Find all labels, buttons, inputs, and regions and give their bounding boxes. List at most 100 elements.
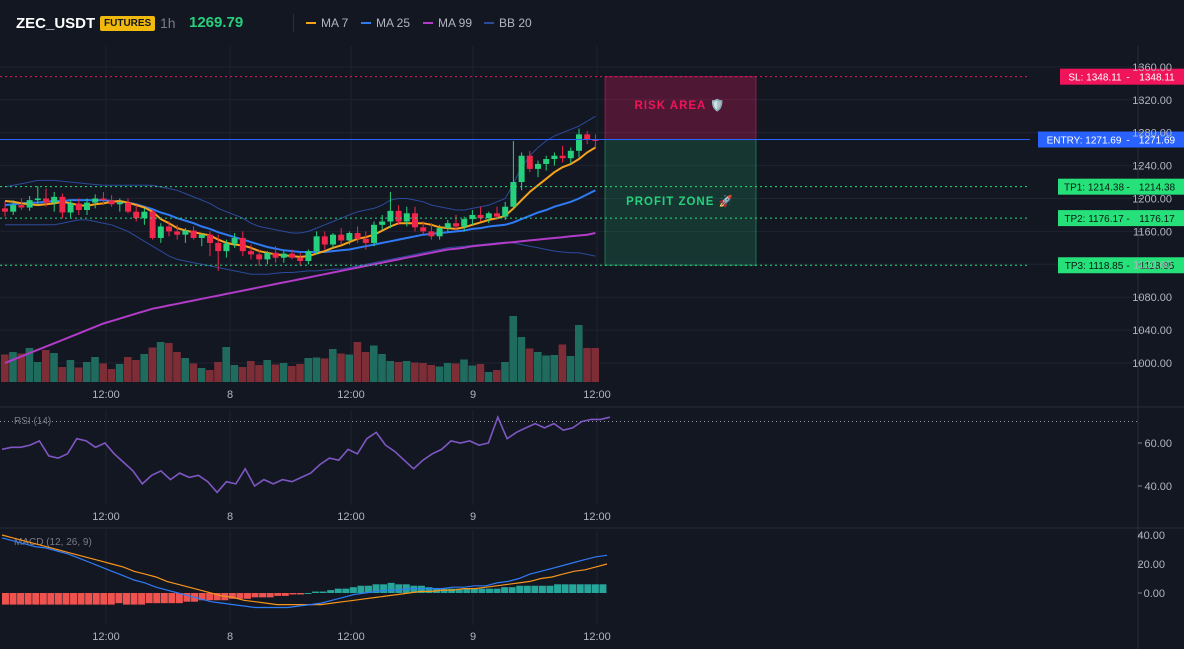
candle-body [231,237,238,244]
candle-body [34,198,41,201]
ma25-swatch-icon [361,22,371,24]
candle-body [387,210,394,222]
legend-ma25[interactable]: MA 25 [361,16,410,30]
timeframe-label[interactable]: 1h [160,15,176,31]
macd-histogram-bar [62,593,70,605]
volume-bar [9,352,17,382]
level-dash: - [1126,136,1129,147]
volume-bar [148,347,157,382]
macd-histogram-bar [319,591,327,593]
legend-ma99[interactable]: MA 99 [423,16,472,30]
sl-axis-value: 1348.11 [1139,73,1175,84]
time-tick-label: 8 [227,511,233,523]
volume-bar [99,363,107,382]
candle-body [223,243,230,252]
candle-body [592,139,599,141]
macd-histogram-bar [160,593,168,604]
volume-bar [247,361,255,382]
macd-histogram-bar [327,590,335,593]
volume-bar [476,364,485,382]
time-tick-label: 12:00 [92,389,120,401]
last-price: 1269.79 [189,14,244,31]
macd-histogram-bar [417,585,425,593]
macd-histogram-bar [213,593,221,601]
candle-body [403,213,410,222]
entry-axis-tag [1130,131,1184,148]
macd-histogram-bar [508,587,516,593]
macd-histogram-bar [380,584,388,593]
time-tick-label: 9 [470,511,476,523]
candle-body [174,231,181,235]
candle-body [461,219,468,227]
candle-body [444,223,451,229]
volume-bar [197,368,206,382]
macd-histogram-bar [312,591,320,593]
macd-histogram-bar [138,593,146,605]
volume-bar [517,337,526,382]
volume-bar [42,350,50,382]
symbol-title[interactable]: ZEC_USDT [16,15,96,32]
candle-body [215,242,222,252]
volume-bar [1,354,9,382]
macd-histogram-bar [599,584,607,593]
macd-histogram-bar [123,593,130,605]
volume-bar [279,363,288,382]
macd-histogram-bar [145,593,153,604]
candle-body [198,234,205,238]
candle-body [510,182,517,207]
macd-histogram-bar [183,593,191,602]
header-divider [293,14,294,32]
volume-bar [501,362,509,382]
legend-ma7[interactable]: MA 7 [306,16,348,30]
entry-axis-value: 1271.69 [1139,136,1176,147]
candle-body [436,228,443,237]
candle-body [502,206,509,217]
volume-bar [558,344,567,382]
time-axes: 12:00 8 12:00 9 12:00 12:00 8 12:00 9 12:00 12:00 8… [92,389,611,643]
candle-body [264,252,271,260]
volume-bar [304,358,312,382]
tp3-level-tag [1058,257,1130,274]
candle-body [412,213,418,228]
volume-bar [165,343,173,382]
macd-histogram-bar [92,593,100,605]
sl-level-tag [1060,68,1130,85]
candle-body [18,205,25,208]
macd-histogram-bar [39,593,47,605]
candle-body [371,224,377,243]
macd-histogram-bar [486,588,493,593]
candle-body [567,150,574,159]
macd-histogram-bar [425,587,433,593]
tp1-axis-value: 1214.38 [1139,183,1176,194]
legend-bb20[interactable]: BB 20 [484,16,532,30]
candle-body [59,196,66,213]
macd-histogram-bar [493,588,501,593]
price-tick-label: 1040.00 [1132,325,1172,337]
candle-body [26,200,33,208]
candle-body [149,211,156,238]
macd-histogram-bar [47,593,55,605]
volume-bar [337,353,345,382]
macd-histogram-bar [289,593,297,595]
sl-level-label: SL: 1348.11 [1068,73,1122,84]
volume-bar [566,356,575,382]
volume-bar [181,358,189,382]
macd-histogram-bar [470,588,478,593]
volume-bar [91,357,99,382]
volume-bar [173,352,181,382]
price-tick-label: 1320.00 [1132,95,1172,107]
time-tick-label: 12:00 [337,631,365,643]
candle-body [280,253,287,258]
macd-histogram-bar [85,593,93,605]
candle-body [485,213,492,219]
level-dash: - [1126,261,1129,272]
volume-bar [534,352,542,382]
candle-body [543,159,550,164]
candles [2,128,599,271]
candle-body [313,236,320,252]
candle-body [477,214,484,219]
macd-histogram-bar [516,585,524,593]
candle-body [116,202,123,205]
volume-bar [583,348,591,382]
